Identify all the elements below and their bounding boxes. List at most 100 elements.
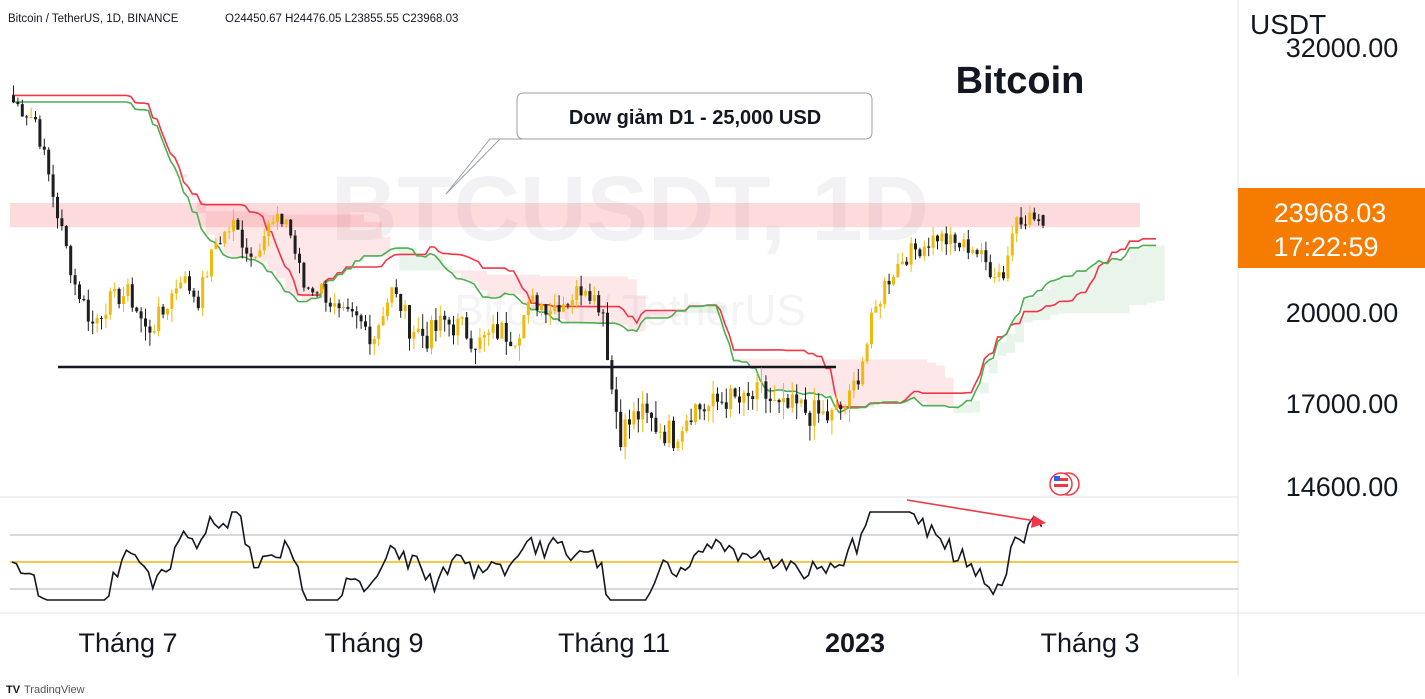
candle-body [29, 117, 33, 119]
candle-body [271, 222, 275, 224]
candle-body [298, 253, 301, 263]
candle-body [355, 311, 359, 316]
candle-body [575, 286, 579, 300]
cloud-segment [232, 211, 241, 259]
cloud-segment [381, 236, 391, 256]
candle-body [711, 393, 715, 407]
cloud-segment [707, 305, 716, 313]
candle-body [702, 409, 706, 412]
candle-body [936, 235, 939, 242]
cloud-segment [452, 270, 461, 274]
candle-body [218, 243, 222, 245]
candle-body [377, 325, 381, 340]
candle-body [122, 295, 125, 305]
cloud-segment [478, 270, 488, 291]
candle-body [421, 328, 425, 336]
candle-body [540, 304, 543, 311]
cloud-segment [645, 311, 655, 319]
candle-body [95, 317, 99, 324]
candle-body [548, 310, 552, 315]
candle-body [588, 291, 592, 301]
candle-body [315, 292, 319, 294]
candle-body [157, 306, 161, 332]
candle-body [73, 275, 77, 285]
candle-body [262, 236, 266, 251]
candle-body [302, 262, 306, 288]
candle-body [619, 411, 623, 447]
cloud-segment [689, 306, 699, 313]
candle-body [333, 303, 337, 307]
candle-body [905, 261, 909, 265]
candle-body [900, 261, 904, 265]
candle-body [1028, 212, 1032, 225]
candle-body [12, 95, 15, 102]
candle-body [980, 250, 983, 255]
watermark-symbol: BTCUSDT, 1D [331, 158, 929, 260]
us-event-icon[interactable] [1049, 472, 1080, 496]
candle-body [16, 101, 20, 105]
candle-body [949, 234, 953, 245]
cloud-segment [874, 359, 884, 404]
candle-body [909, 243, 913, 265]
candle-body [680, 431, 684, 442]
candle-body [34, 117, 37, 120]
cloud-segment [804, 359, 813, 395]
candle-body [1037, 219, 1041, 221]
candle-body [443, 315, 447, 320]
candle-body [984, 250, 988, 263]
price-tick-label: 32000.00 [1286, 33, 1399, 63]
candle-body [139, 311, 143, 319]
cloud-segment [927, 362, 936, 406]
cloud-segment [812, 359, 822, 394]
candle-body [720, 401, 724, 403]
candle-body [795, 394, 799, 404]
candle-body [403, 305, 407, 312]
candle-body [764, 381, 768, 399]
candle-body [685, 420, 689, 432]
candle-body [1015, 217, 1019, 234]
candle-body [729, 388, 733, 409]
cloud-segment [566, 276, 576, 323]
candle-body [601, 312, 605, 314]
candle-body [174, 288, 178, 294]
cloud-segment [698, 306, 708, 313]
candle-body [346, 307, 350, 309]
candle-body [966, 239, 970, 253]
candle-body [962, 239, 966, 248]
divergence-arrow[interactable] [906, 499, 1046, 528]
candle-body [786, 397, 790, 408]
cloud-segment [399, 248, 408, 271]
candle-body [249, 253, 253, 257]
candle-body [940, 233, 944, 242]
candle-body [641, 403, 645, 420]
candle-body [896, 264, 900, 278]
cloud-segment [1112, 258, 1121, 314]
time-tick-label: Tháng 9 [324, 628, 423, 658]
candle-body [826, 411, 829, 421]
cloud-segment [179, 174, 188, 178]
candle-body [570, 299, 574, 306]
cloud-segment [601, 276, 611, 324]
candle-body [399, 294, 403, 312]
candle-body [672, 420, 675, 449]
candle-body [38, 119, 42, 147]
cloud-segment [1050, 281, 1060, 315]
resistance-zone [10, 203, 1140, 228]
candle-body [135, 307, 139, 312]
candle-body [276, 213, 279, 223]
candle-body [614, 389, 618, 412]
cloud-segment [557, 276, 567, 320]
candle-body [843, 406, 847, 410]
cloud-segment [830, 359, 840, 397]
candle-body [258, 250, 262, 257]
cloud-segment [839, 359, 848, 413]
candle-body [183, 276, 187, 283]
cloud-segment [364, 221, 373, 256]
candle-body [623, 419, 627, 447]
candle-body [531, 295, 535, 303]
candle-body [188, 276, 191, 291]
callout[interactable]: Dow giảm D1 - 25,000 USD [445, 92, 873, 195]
cloud-segment [1006, 333, 1016, 354]
candle-body [1032, 212, 1036, 220]
